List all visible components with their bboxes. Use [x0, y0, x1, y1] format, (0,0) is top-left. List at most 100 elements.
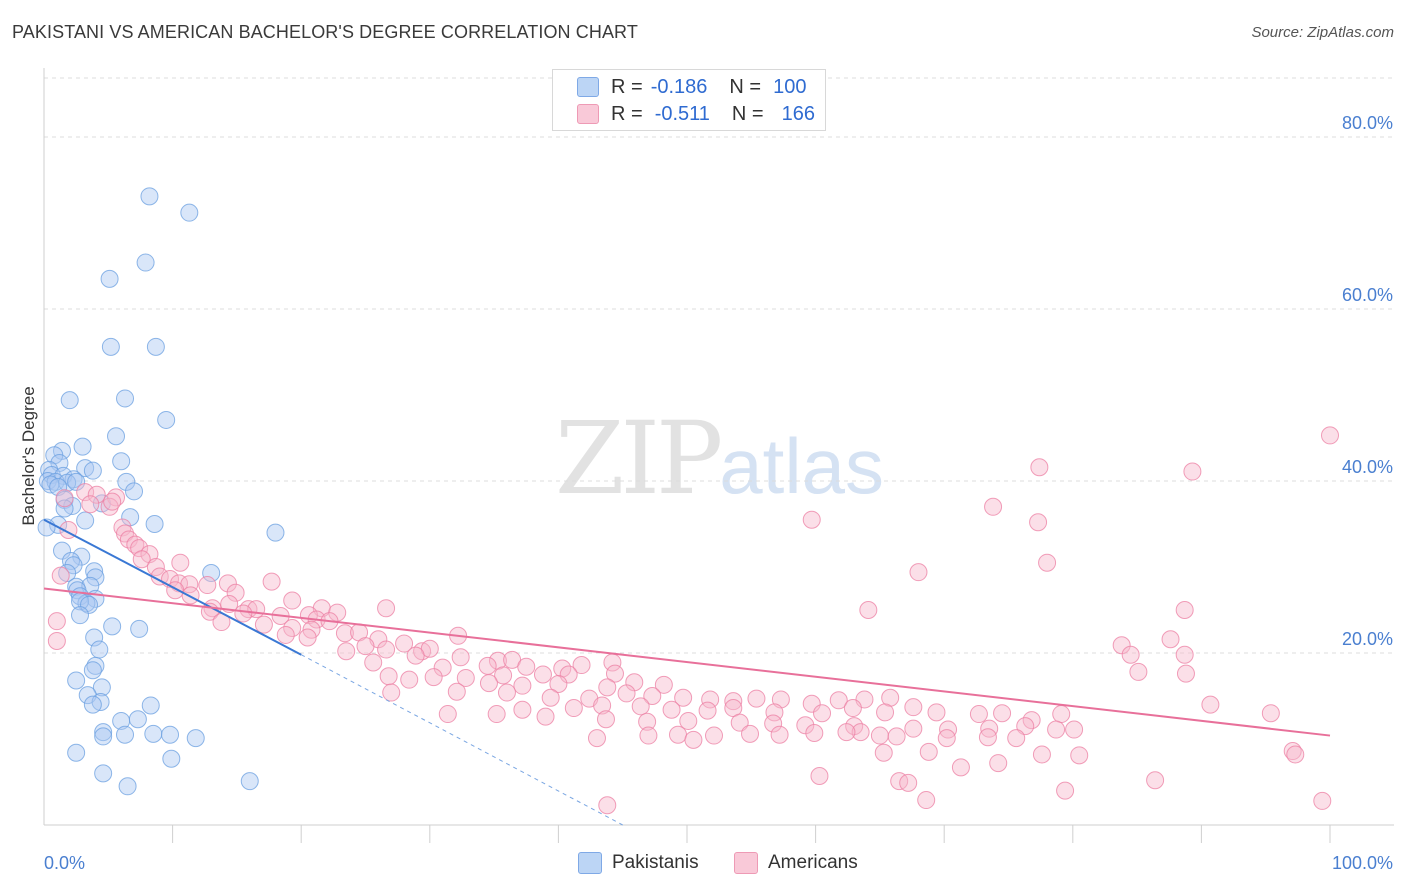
point-americans [283, 591, 302, 610]
point-americans [536, 707, 555, 726]
point-americans [447, 682, 466, 701]
point-americans [617, 684, 636, 703]
legend-swatch-americans [734, 852, 758, 874]
point-americans [1030, 458, 1049, 477]
point-americans [1112, 636, 1131, 655]
point-americans [254, 615, 273, 634]
point-pakistanis [60, 391, 79, 410]
point-americans [1029, 513, 1048, 532]
watermark-atlas: atlas [719, 422, 885, 510]
point-americans [487, 705, 506, 724]
point-pakistanis [83, 695, 102, 714]
point-americans [130, 539, 149, 558]
series-pakistanis [37, 187, 285, 796]
legend-swatch-pakistanis [578, 852, 602, 874]
point-americans [1070, 746, 1089, 765]
point-pakistanis [101, 337, 120, 356]
point-americans [631, 697, 650, 716]
point-americans [993, 704, 1012, 723]
point-americans [218, 574, 237, 593]
point-pakistanis [71, 606, 90, 625]
y-tick-label: 80.0% [1342, 113, 1393, 133]
point-americans [639, 726, 658, 745]
point-americans [395, 634, 414, 653]
point-pakistanis [103, 617, 122, 636]
trend-line-americans [43, 587, 1331, 737]
series-legend: Pakistanis Americans [0, 852, 1406, 878]
point-pakistanis [76, 511, 95, 530]
point-americans [298, 628, 317, 647]
point-americans [572, 656, 591, 675]
point-pakistanis [144, 724, 163, 743]
point-americans [919, 742, 938, 761]
point-americans [47, 612, 66, 631]
point-americans [705, 726, 724, 745]
point-americans [1283, 742, 1302, 761]
point-americans [796, 716, 815, 735]
point-americans [741, 724, 760, 743]
point-pakistanis [266, 523, 285, 542]
point-americans [881, 688, 900, 707]
point-americans [643, 687, 662, 705]
point-americans [593, 696, 612, 715]
point-pakistanis [86, 568, 105, 587]
legend-r-value: -0.511 [654, 102, 710, 125]
point-americans [406, 646, 425, 665]
trend-lines [43, 518, 1331, 826]
point-americans [813, 704, 832, 723]
point-americans [1176, 664, 1195, 683]
point-americans [890, 772, 909, 791]
point-pakistanis [125, 482, 144, 501]
legend-row-americans: R = -0.511 N = 166 [577, 101, 815, 127]
point-americans [937, 729, 956, 748]
series-americans [47, 426, 1339, 815]
point-americans [1321, 426, 1339, 445]
point-americans [382, 683, 401, 702]
point-americans [198, 576, 217, 595]
point-pakistanis [53, 541, 72, 560]
y-tick-label: 40.0% [1342, 457, 1393, 477]
point-americans [701, 690, 720, 709]
point-pakistanis [240, 772, 259, 791]
point-americans [1052, 705, 1071, 724]
point-pakistanis [73, 437, 92, 456]
point-americans [1161, 630, 1180, 649]
point-americans [698, 701, 717, 720]
point-americans [1007, 729, 1026, 748]
point-americans [559, 665, 578, 684]
point-americans [596, 710, 615, 729]
axis-labels: 20.0% 40.0% 60.0% 80.0% 0.0% 100.0% Bachelor's… [19, 113, 1393, 873]
point-americans [1175, 601, 1194, 619]
point-americans [829, 691, 848, 710]
point-pakistanis [146, 337, 165, 356]
legend-swatch-americans [577, 104, 599, 124]
point-americans [356, 637, 375, 656]
point-pakistanis [141, 696, 160, 715]
point-americans [513, 700, 532, 719]
point-americans [1056, 781, 1075, 800]
point-americans [1038, 553, 1057, 572]
point-americans [103, 492, 122, 511]
point-americans [379, 667, 398, 686]
point-pakistanis [94, 723, 113, 742]
point-pakistanis [116, 725, 135, 744]
point-americans [1175, 645, 1194, 664]
point-pakistanis [80, 595, 99, 614]
point-americans [1129, 662, 1148, 681]
point-pakistanis [161, 725, 180, 744]
watermark: ZIPatlas [555, 400, 884, 517]
point-americans [81, 495, 100, 514]
point-americans [909, 563, 928, 582]
legend-label-americans: Americans [768, 852, 858, 873]
point-pakistanis [64, 556, 83, 575]
trend-line-pakistanis [43, 518, 302, 656]
point-americans [1201, 695, 1220, 714]
point-americans [513, 676, 532, 695]
point-americans [679, 711, 698, 730]
point-americans [181, 586, 200, 605]
point-americans [1286, 745, 1305, 764]
source-credit: Source: ZipAtlas.com [1251, 24, 1394, 41]
point-americans [377, 599, 396, 618]
point-americans [451, 648, 470, 667]
